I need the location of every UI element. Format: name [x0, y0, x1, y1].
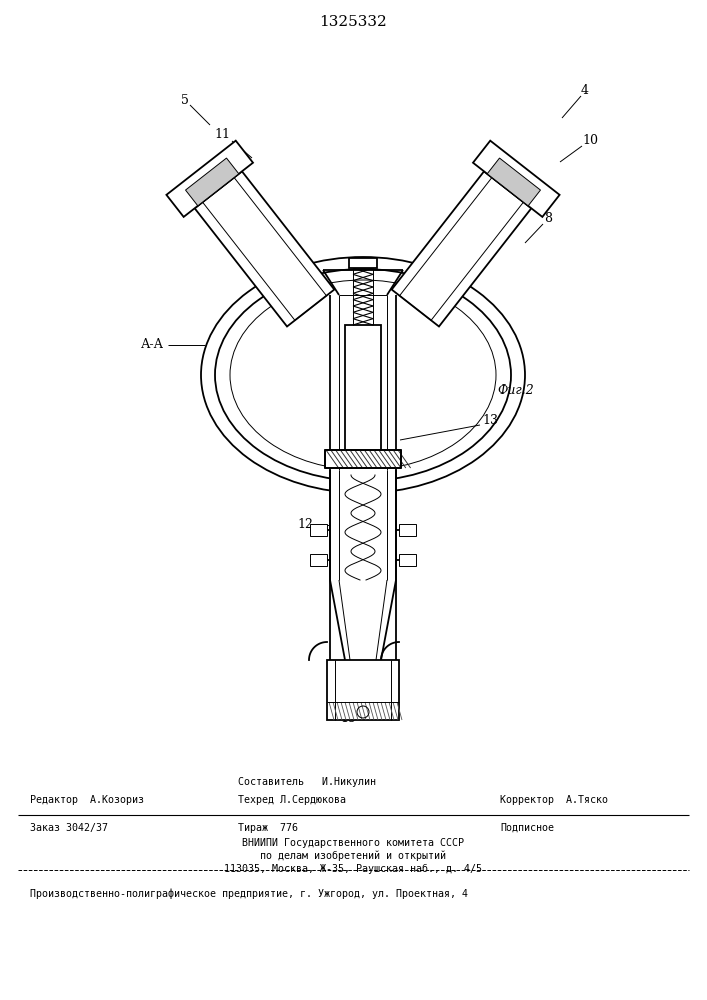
Bar: [325, 450, 401, 468]
Text: 10: 10: [582, 133, 598, 146]
Text: Техред Л.Сердюкова: Техред Л.Сердюкова: [238, 795, 346, 805]
Polygon shape: [392, 171, 532, 326]
Text: 17: 17: [329, 454, 345, 466]
Bar: [399, 524, 416, 536]
Text: 5: 5: [181, 94, 189, 106]
Text: А-А: А-А: [141, 338, 163, 352]
Text: Заказ 3042/37: Заказ 3042/37: [30, 823, 108, 833]
Bar: [399, 554, 416, 566]
Bar: [330, 295, 396, 695]
Text: Производственно-полиграфическое предприятие, г. Ужгород, ул. Проектная, 4: Производственно-полиграфическое предприя…: [30, 889, 468, 899]
Text: 4: 4: [581, 84, 589, 97]
Text: Составитель   И.Никулин: Составитель И.Никулин: [238, 777, 376, 787]
Bar: [349, 258, 377, 268]
Text: Тираж  776: Тираж 776: [238, 823, 298, 833]
Bar: [310, 524, 327, 536]
Text: 11: 11: [214, 128, 230, 141]
Text: 8: 8: [544, 212, 552, 225]
Text: 113035, Москва, Ж-35, Раушская наб., д. 4/5: 113035, Москва, Ж-35, Раушская наб., д. …: [224, 864, 482, 874]
Text: Фиг.2: Фиг.2: [498, 383, 534, 396]
Polygon shape: [166, 141, 253, 217]
Bar: [310, 554, 327, 566]
Bar: [327, 660, 399, 720]
Text: Подписное: Подписное: [500, 823, 554, 833]
Polygon shape: [473, 141, 560, 217]
Text: по делам изобретений и открытий: по делам изобретений и открытий: [260, 851, 446, 861]
Text: 1325332: 1325332: [319, 15, 387, 29]
Text: Корректор  А.Тяско: Корректор А.Тяско: [500, 795, 608, 805]
Text: ВНИИПИ Государственного комитета СССР: ВНИИПИ Государственного комитета СССР: [242, 838, 464, 848]
Text: 9: 9: [248, 222, 256, 234]
Text: 15: 15: [340, 712, 356, 724]
Polygon shape: [487, 158, 540, 206]
Text: Редактор  А.Козориз: Редактор А.Козориз: [30, 795, 144, 805]
Bar: [345, 325, 381, 450]
Text: 13: 13: [482, 414, 498, 426]
Polygon shape: [194, 171, 334, 326]
Polygon shape: [185, 158, 239, 206]
Ellipse shape: [230, 280, 496, 470]
Text: 12: 12: [297, 518, 313, 532]
